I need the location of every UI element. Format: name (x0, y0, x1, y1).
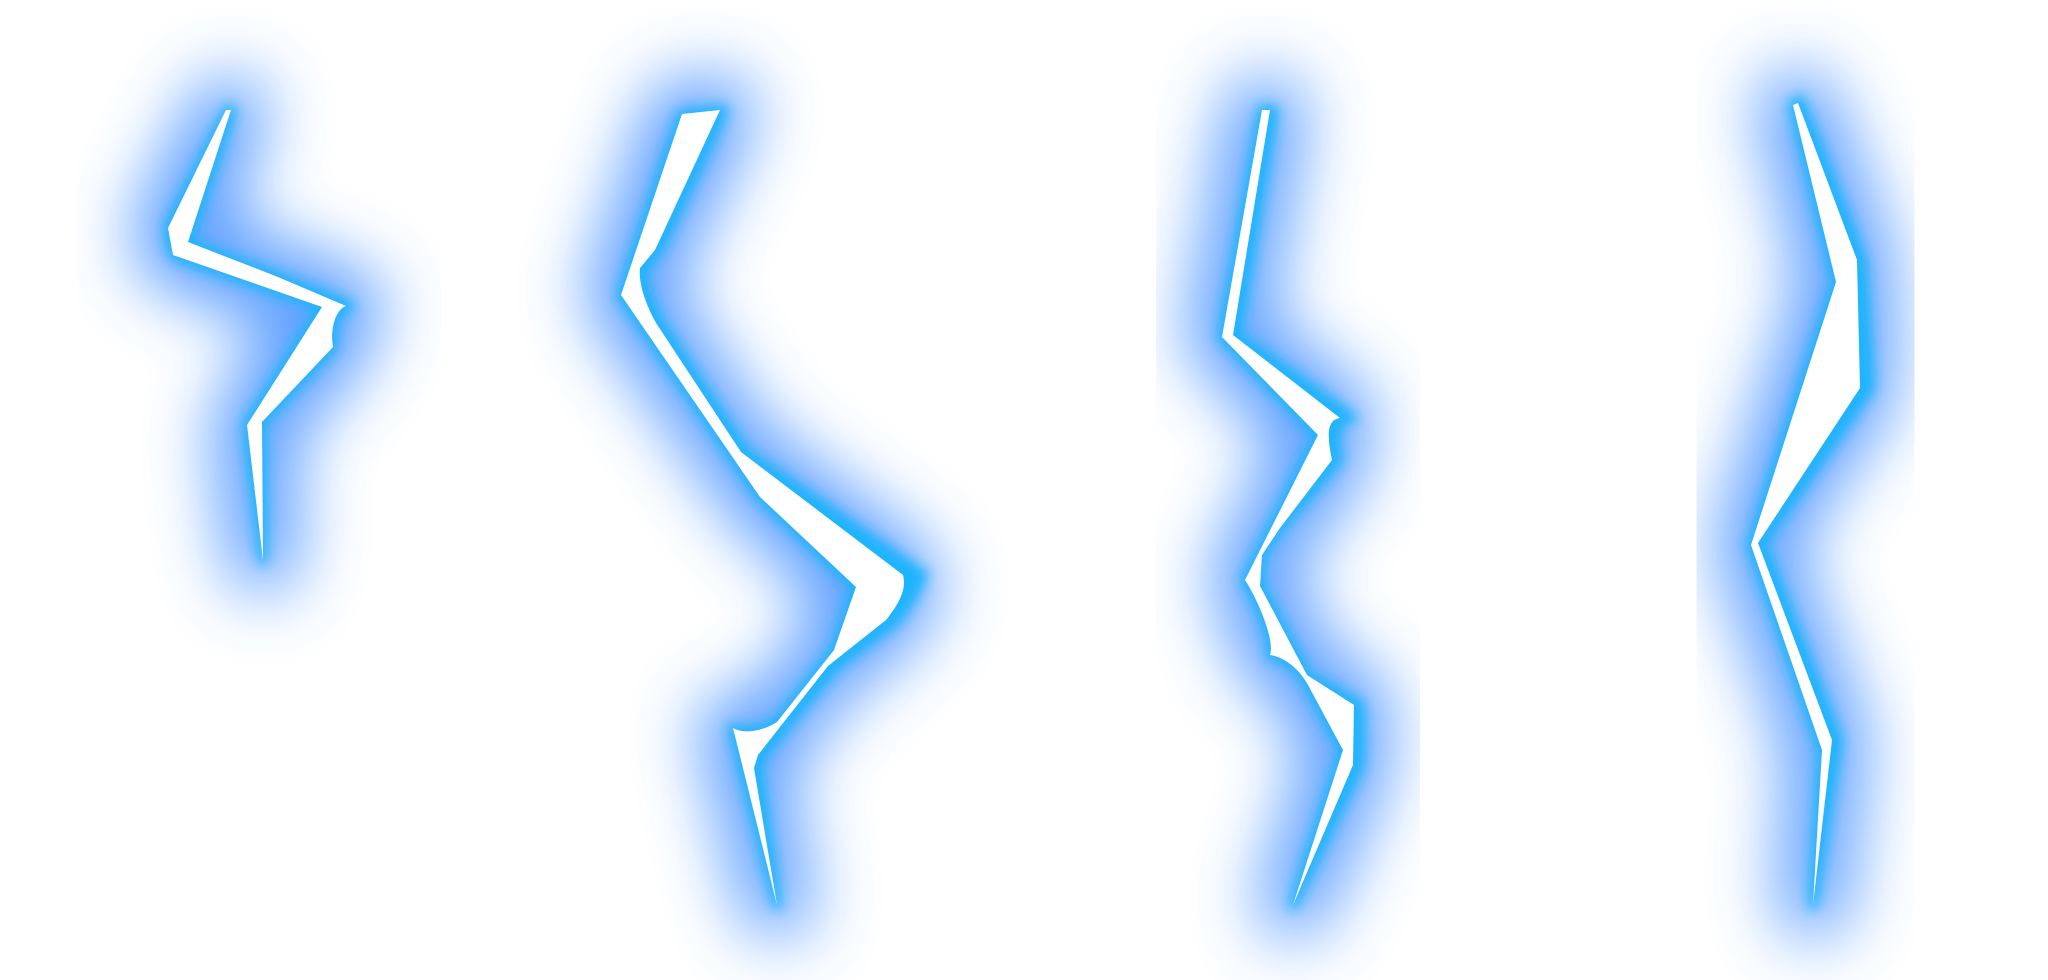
bolt-4-core (1751, 103, 1860, 905)
bolt-2-core (621, 110, 904, 905)
lightning-bolt-2 (586, 75, 939, 940)
lightning-bolt-3 (1187, 75, 1389, 940)
bolt-3-core (1222, 110, 1354, 905)
bolt-1-core (168, 110, 346, 560)
lightning-bolt-4 (1716, 68, 1895, 940)
lightning-bolt-1 (133, 75, 385, 595)
